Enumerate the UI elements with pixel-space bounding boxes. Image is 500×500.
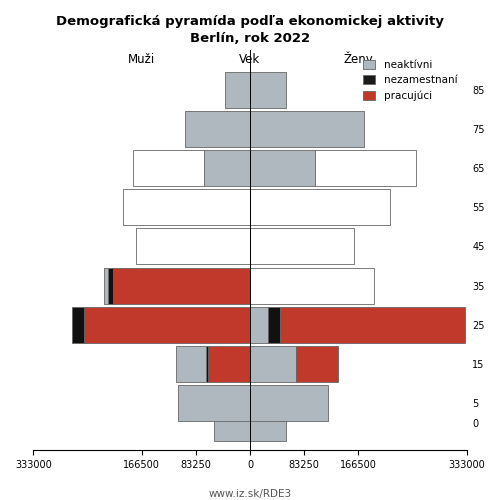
Bar xyxy=(226,72,250,108)
Bar xyxy=(296,346,338,382)
Bar xyxy=(123,189,250,225)
Bar xyxy=(204,150,250,186)
Text: Vek: Vek xyxy=(240,53,260,66)
Bar xyxy=(84,307,250,343)
Legend: neaktívni, nezamestnaní, pracujúci: neaktívni, nezamestnaní, pracujúci xyxy=(358,56,462,105)
Bar xyxy=(108,268,114,304)
Bar xyxy=(280,307,466,343)
Bar xyxy=(268,307,280,343)
Bar xyxy=(114,268,250,304)
Bar xyxy=(315,150,416,186)
Bar xyxy=(206,346,208,382)
Bar xyxy=(250,189,390,225)
Bar xyxy=(72,307,84,343)
Bar xyxy=(250,268,374,304)
Bar xyxy=(176,346,206,382)
Title: Demografická pyramída podľa ekonomickej aktivity
Berlín, rok 2022: Demografická pyramída podľa ekonomickej … xyxy=(56,15,444,45)
Bar xyxy=(250,405,286,441)
Bar xyxy=(178,385,250,422)
Bar xyxy=(104,268,108,304)
Bar xyxy=(250,307,268,343)
Bar xyxy=(250,346,296,382)
Bar xyxy=(185,110,250,147)
Bar xyxy=(250,72,286,108)
Text: Muži: Muži xyxy=(128,53,156,66)
Bar xyxy=(250,150,315,186)
Bar xyxy=(133,150,204,186)
Bar xyxy=(250,385,328,422)
Bar xyxy=(250,228,354,264)
Bar xyxy=(136,228,250,264)
Bar xyxy=(208,346,250,382)
Text: www.iz.sk/RDE3: www.iz.sk/RDE3 xyxy=(208,490,292,500)
Text: Ženy: Ženy xyxy=(344,52,373,66)
Bar xyxy=(250,110,364,147)
Bar xyxy=(214,405,250,441)
